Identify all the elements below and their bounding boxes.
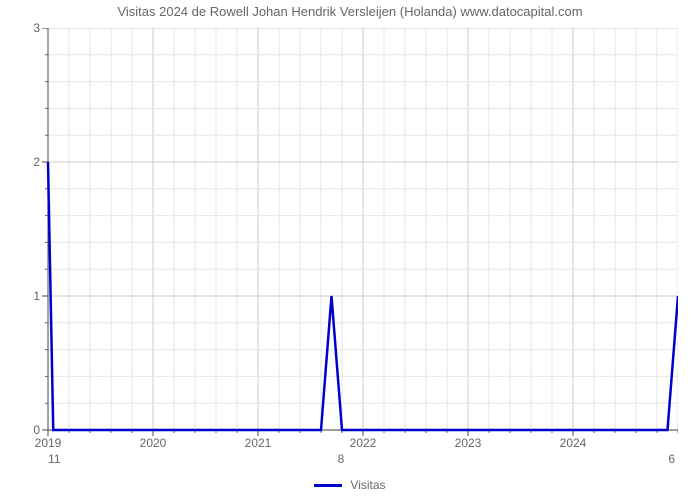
legend-label: Visitas	[350, 478, 385, 492]
chart-annotation: 11	[48, 452, 60, 466]
chart-annotation: 8	[338, 452, 345, 466]
chart-title: Visitas 2024 de Rowell Johan Hendrik Ver…	[0, 4, 700, 19]
x-tick-label: 2024	[560, 430, 587, 450]
x-tick-label: 2019	[35, 430, 62, 450]
y-tick-label: 1	[33, 289, 48, 303]
chart-legend: Visitas	[0, 478, 700, 492]
chart-plot-area: 01232019202020212022202320241186	[48, 28, 678, 430]
chart-svg	[40, 28, 678, 438]
legend-swatch	[314, 484, 342, 487]
x-tick-label: 2020	[140, 430, 167, 450]
y-tick-label: 3	[33, 21, 48, 35]
chart-annotation: 6	[668, 452, 675, 466]
x-tick-label: 2022	[350, 430, 377, 450]
x-tick-label: 2023	[455, 430, 482, 450]
y-tick-label: 2	[33, 155, 48, 169]
x-tick-label: 2021	[245, 430, 272, 450]
